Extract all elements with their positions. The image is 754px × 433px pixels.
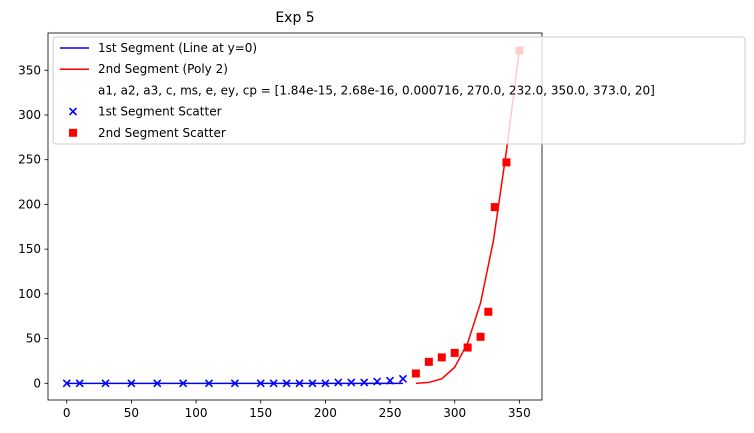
scatter-point-x xyxy=(360,378,369,387)
x-marker-stroke xyxy=(62,379,71,388)
x-marker-stroke xyxy=(334,378,343,387)
x-marker-stroke xyxy=(321,379,330,388)
legend-label: 2nd Segment (Poly 2) xyxy=(98,62,228,76)
legend-label: 1st Segment Scatter xyxy=(98,105,222,119)
x-marker-stroke xyxy=(101,379,110,388)
y-tick-label: 250 xyxy=(18,153,41,167)
legend-label: 2nd Segment Scatter xyxy=(98,126,226,140)
scatter-point-square xyxy=(437,353,446,362)
scatter-point-x xyxy=(204,379,214,388)
scatter-point-x xyxy=(179,379,188,388)
scatter-point-square xyxy=(450,348,459,357)
y-tick-label: 150 xyxy=(18,242,41,256)
x-marker-stroke xyxy=(295,379,304,388)
series-line xyxy=(415,49,521,385)
scatter-point-x xyxy=(295,379,304,388)
scatter-point-x xyxy=(347,378,356,387)
x-tick-label: 0 xyxy=(63,406,71,420)
scatter-point-x xyxy=(230,379,239,388)
scatter-point-x xyxy=(153,379,162,388)
scatter-point-x xyxy=(62,379,71,388)
scatter-point-x xyxy=(127,379,136,388)
x-marker-stroke xyxy=(230,379,239,388)
scatter-point-x xyxy=(256,379,265,388)
scatter-point-x xyxy=(101,379,110,388)
x-tick-label: 200 xyxy=(314,406,337,420)
x-tick-label: 300 xyxy=(443,406,466,420)
x-tick-label: 150 xyxy=(249,406,272,420)
axes-frame xyxy=(47,32,543,401)
legend-swatch-square xyxy=(69,128,77,137)
x-marker-stroke xyxy=(373,377,382,386)
y-tick-label: 0 xyxy=(33,376,41,390)
x-marker-stroke xyxy=(179,379,188,388)
scatter-point-square xyxy=(424,357,433,366)
scatter-point-x xyxy=(398,374,408,383)
x-marker-stroke xyxy=(360,378,369,387)
scatter-point-square xyxy=(502,158,511,167)
x-tick-label: 350 xyxy=(508,406,531,420)
scatter-point-square xyxy=(490,203,499,212)
x-marker-stroke xyxy=(308,379,317,388)
scatter-point-x xyxy=(269,379,278,388)
legend-label: 1st Segment (Line at y=0) xyxy=(98,41,257,55)
legend-swatch-x xyxy=(68,107,78,116)
scatter-point-x xyxy=(385,376,395,385)
y-tick-label: 300 xyxy=(18,108,41,122)
x-marker-stroke xyxy=(347,378,356,387)
scatter-point-square xyxy=(476,332,485,341)
legend-label: a1, a2, a3, c, ms, e, ey, cp = [1.84e-15… xyxy=(98,83,655,97)
y-tick-label: 100 xyxy=(18,287,41,301)
x-marker-stroke xyxy=(204,379,214,388)
scatter-point-square xyxy=(411,369,420,378)
x-marker-stroke xyxy=(75,379,84,388)
scatter-point-x xyxy=(308,379,317,388)
scatter-point-x xyxy=(282,379,291,388)
scatter-point-x xyxy=(373,377,382,386)
plot-area xyxy=(62,46,524,388)
y-tick-label: 50 xyxy=(26,332,41,346)
x-tick-label: 100 xyxy=(185,406,208,420)
legend: 1st Segment (Line at y=0) 2nd Segment (Po… xyxy=(52,36,746,145)
x-marker-stroke xyxy=(127,379,136,388)
y-tick-label: 200 xyxy=(18,197,41,211)
scatter-point-x xyxy=(75,379,84,388)
scatter-point-square xyxy=(463,343,472,352)
x-tick-label: 50 xyxy=(124,406,139,420)
axes: 0 50 100 150 200 250 300 350 0 50 100 150 200 250 300 3… xyxy=(18,32,543,420)
x-marker-stroke xyxy=(398,374,408,383)
chart-title: Exp 5 xyxy=(275,10,314,26)
legend-box xyxy=(52,36,746,145)
x-marker-stroke xyxy=(153,379,162,388)
scatter-point-x xyxy=(321,379,330,388)
y-tick-label: 350 xyxy=(18,63,41,77)
x-marker-stroke xyxy=(256,379,265,388)
x-marker-stroke xyxy=(68,107,78,116)
x-marker-stroke xyxy=(269,379,278,388)
x-marker-stroke xyxy=(385,376,395,385)
x-marker-stroke xyxy=(282,379,291,388)
x-tick-label: 250 xyxy=(379,406,402,420)
scatter-point-x xyxy=(334,378,343,387)
scatter-point-square xyxy=(484,307,493,316)
